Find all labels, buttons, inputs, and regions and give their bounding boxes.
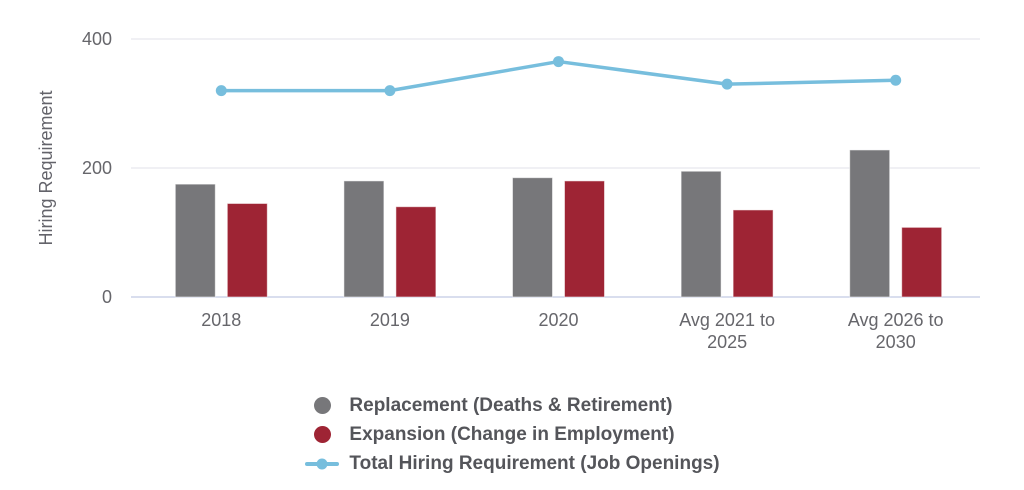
line-marker-2018 <box>215 85 227 97</box>
bar-replacement-avg-2021-to-2025 <box>680 170 722 298</box>
legend-line-dot <box>316 458 328 469</box>
legend-label: Total Hiring Requirement (Job Openings) <box>349 452 720 474</box>
bar-replacement-avg-2026-to-2030 <box>849 149 891 298</box>
bar-expansion-2020 <box>564 180 605 298</box>
line-marker-avg-2026-to-2030 <box>890 74 902 86</box>
hiring-requirement-chart: 0 200 400 Hiring Requirement 2018 2019 2020 Avg… <box>36 29 980 352</box>
bar-expansion-2018 <box>226 202 268 298</box>
x-category-label-avg-2021-to-2025: 2025 <box>707 332 747 352</box>
y-axis-title: Hiring Requirement <box>36 90 56 245</box>
y-tick-label-0: 0 <box>102 287 112 307</box>
x-category-label-avg-2021-to-2025: Avg 2021 to <box>679 310 775 330</box>
x-category-label-2018: 2018 <box>201 310 241 330</box>
x-category-label-avg-2026-to-2030: Avg 2026 to <box>848 310 944 330</box>
legend-label: Expansion (Change in Employment) <box>349 423 675 445</box>
legend-series-swatch <box>313 397 331 414</box>
line-marker-avg-2021-to-2025 <box>721 78 733 90</box>
legend-circle-icon <box>304 397 340 414</box>
legend-item-total[interactable]: Total Hiring Requirement (Job Openings) <box>304 449 720 478</box>
legend-circle-icon <box>304 426 340 443</box>
bar-expansion-2019 <box>395 206 437 298</box>
line-marker-2019 <box>384 85 396 97</box>
legend-item-replacement[interactable]: Replacement (Deaths & Retirement) <box>304 391 673 420</box>
y-tick-label-200: 200 <box>82 158 112 178</box>
legend-series-swatch <box>313 426 331 443</box>
legend-label: Replacement (Deaths & Retirement) <box>349 394 673 416</box>
legend-item-expansion[interactable]: Expansion (Change in Employment) <box>304 420 675 449</box>
bar-expansion-avg-2026-to-2030 <box>901 226 943 298</box>
legend-line-icon <box>304 458 340 469</box>
line-marker-2020 <box>553 56 564 68</box>
bar-expansion-avg-2021-to-2025 <box>732 209 774 298</box>
bar-replacement-2019 <box>343 180 385 298</box>
bar-replacement-2020 <box>512 177 553 298</box>
y-tick-label-400: 400 <box>82 29 112 49</box>
x-category-label-avg-2026-to-2030: 2030 <box>876 332 916 352</box>
x-category-label-2020: 2020 <box>538 310 578 330</box>
bar-replacement-2018 <box>174 183 216 298</box>
legend-line-swatch <box>305 458 340 469</box>
x-category-label-2019: 2019 <box>370 310 410 330</box>
chart-legend: Replacement (Deaths & Retirement) Expansi… <box>304 391 720 478</box>
